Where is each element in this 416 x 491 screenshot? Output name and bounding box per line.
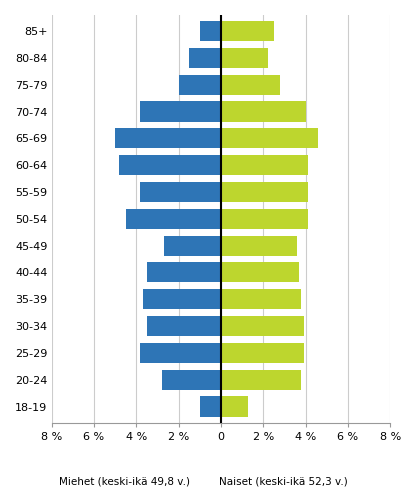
Bar (147, 316, 221, 336)
Bar (115, 128, 221, 148)
Bar (200, 396, 221, 416)
Bar (221, 21, 274, 41)
Bar (221, 316, 304, 336)
Bar (221, 182, 308, 202)
Bar (221, 128, 318, 148)
Bar (119, 155, 221, 175)
Bar (221, 370, 302, 390)
Bar (141, 102, 221, 122)
Bar (221, 209, 308, 229)
Bar (178, 75, 221, 95)
Bar (126, 209, 221, 229)
Bar (164, 236, 221, 256)
Bar (200, 21, 221, 41)
Bar (221, 75, 280, 95)
Bar (221, 343, 304, 363)
Bar (221, 262, 300, 282)
Bar (147, 262, 221, 282)
Bar (221, 155, 308, 175)
Bar (141, 182, 221, 202)
Bar (143, 289, 221, 309)
Text: Naiset (keski-ikä 52,3 v.): Naiset (keski-ikä 52,3 v.) (218, 476, 347, 486)
Text: Miehet (keski-ikä 49,8 v.): Miehet (keski-ikä 49,8 v.) (59, 476, 190, 486)
Bar (221, 236, 297, 256)
Bar (221, 102, 306, 122)
Bar (189, 48, 221, 68)
Bar (221, 396, 248, 416)
Bar (162, 370, 221, 390)
Bar (141, 343, 221, 363)
Bar (221, 289, 302, 309)
Bar (221, 48, 267, 68)
